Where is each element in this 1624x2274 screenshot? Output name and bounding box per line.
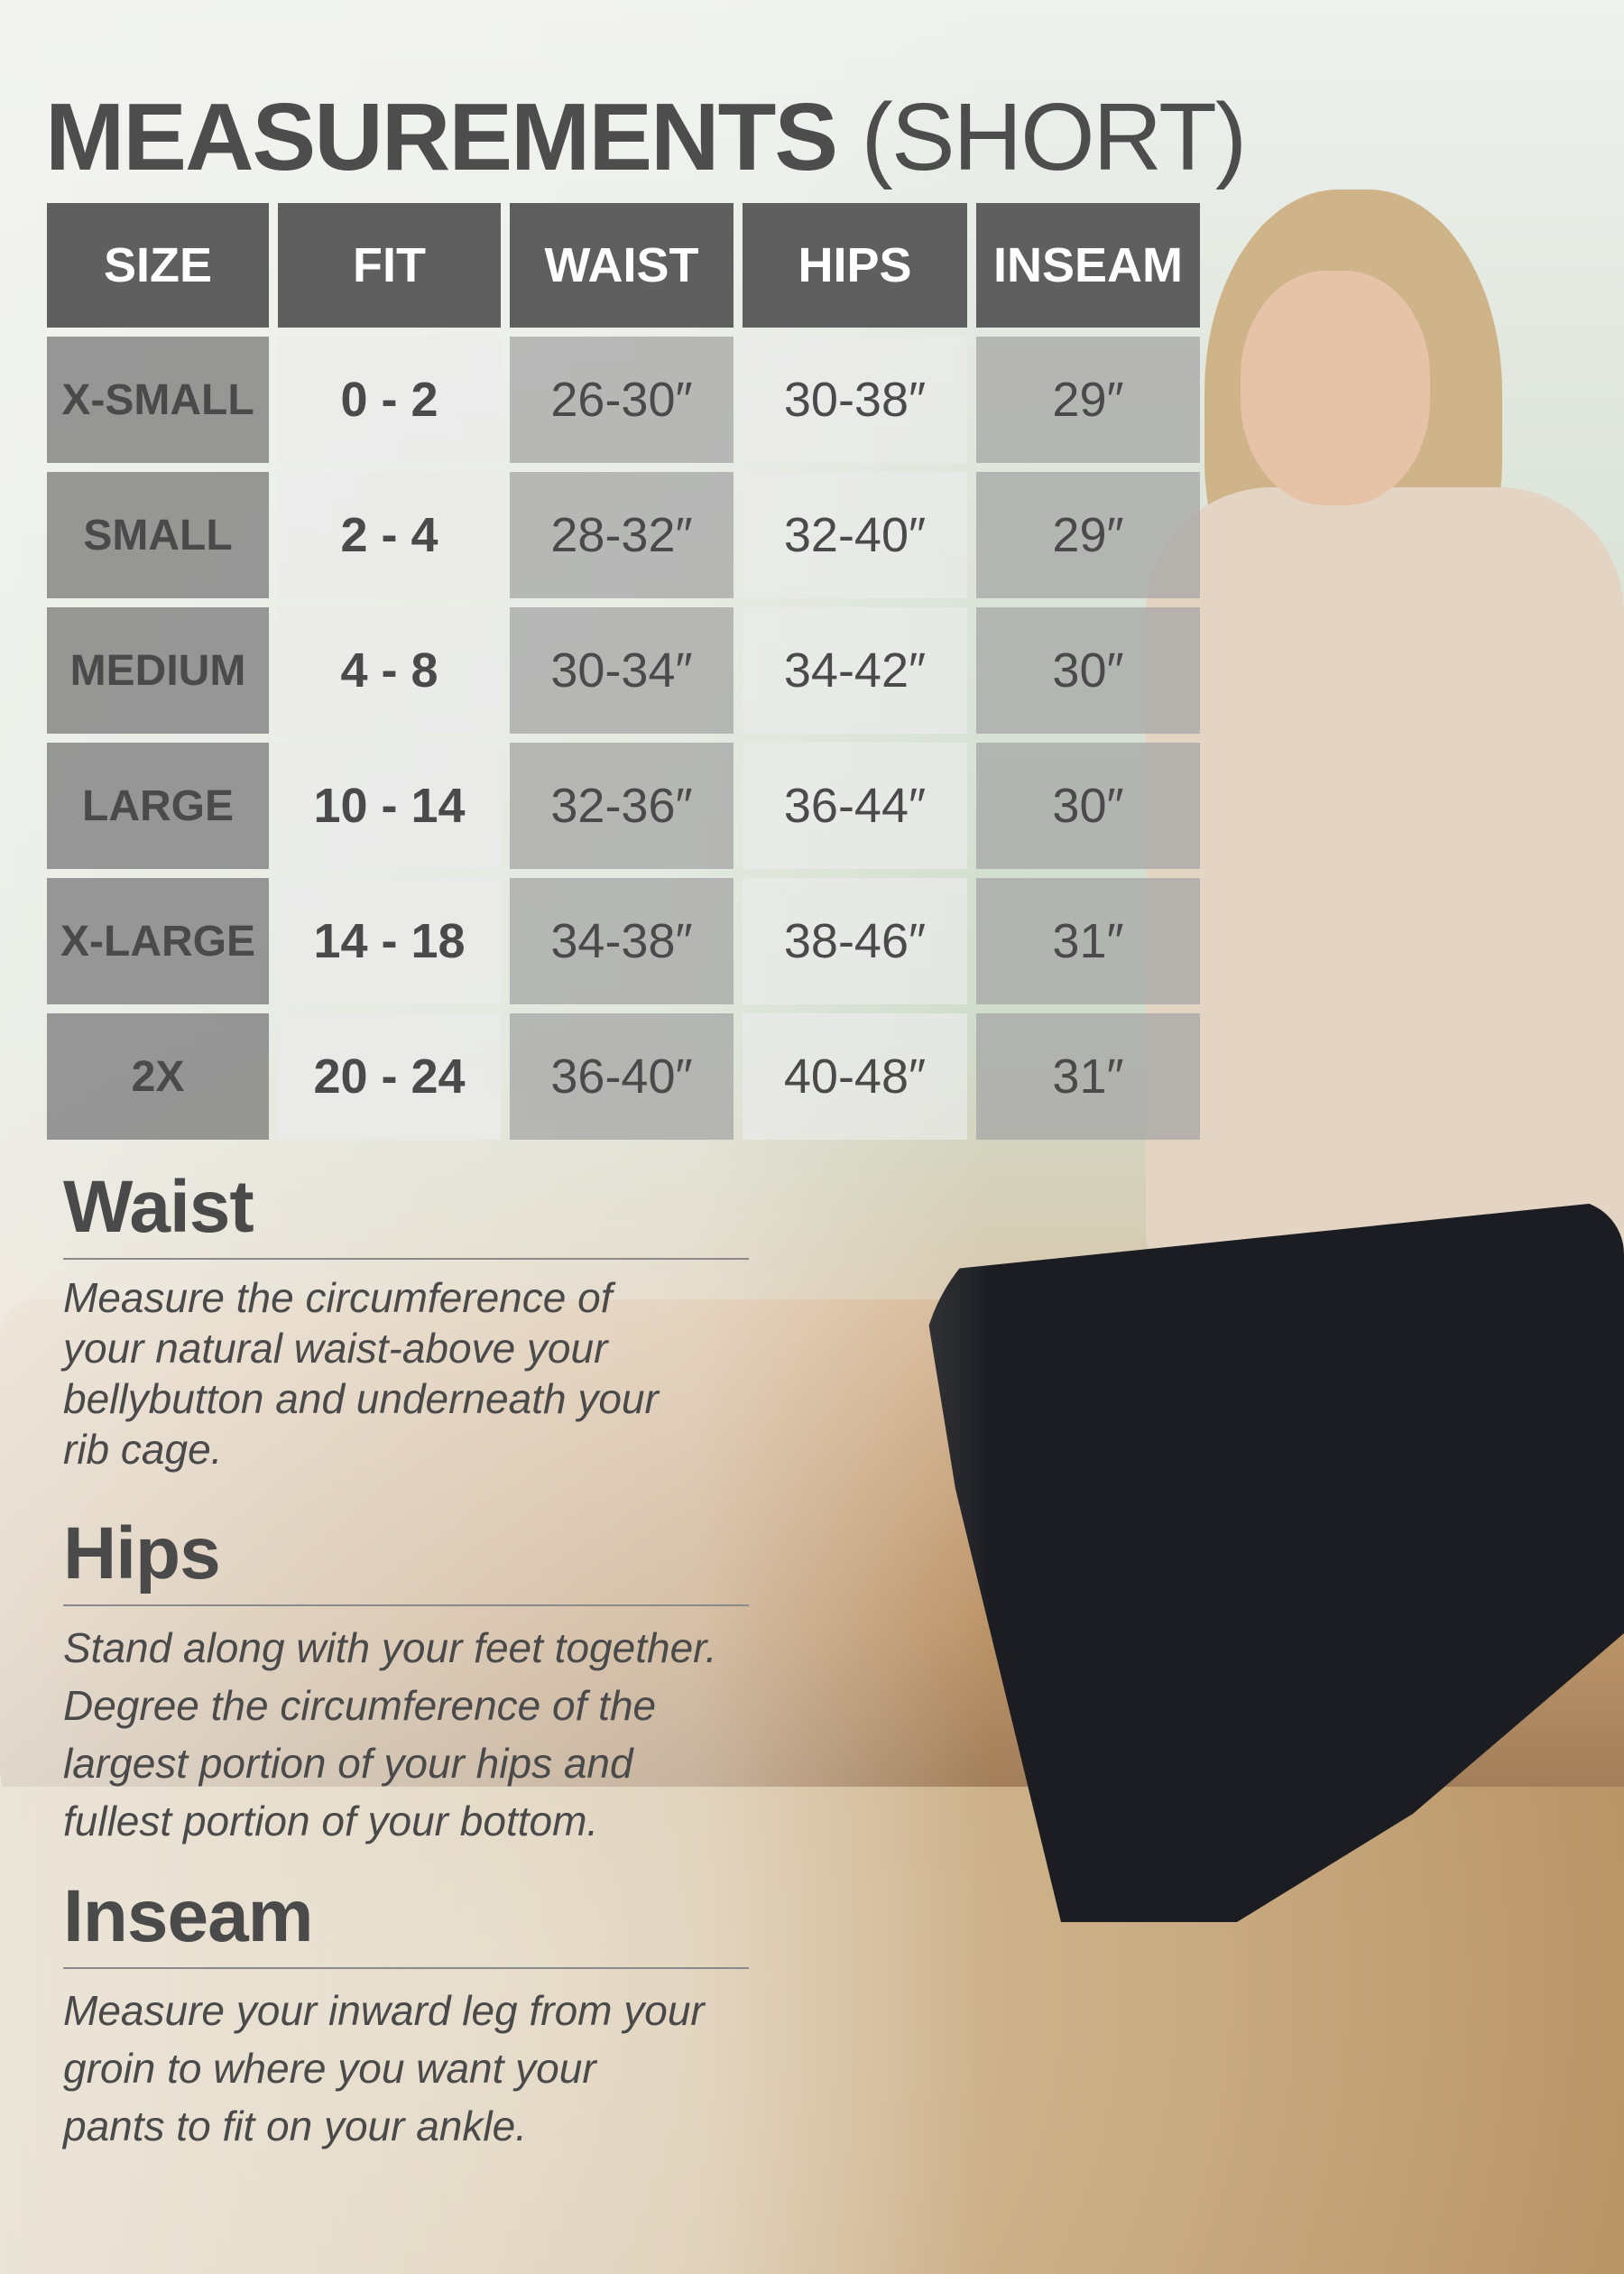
page-title: MEASUREMENTS (SHORT) xyxy=(45,83,1248,191)
text-line: Degree the circumference of the xyxy=(63,1682,657,1729)
cell-inseam: 29″ xyxy=(976,472,1200,598)
text-line: Stand along with your feet together. xyxy=(63,1624,717,1671)
cell-waist: 26-30″ xyxy=(510,337,734,463)
table-row: LARGE 10 - 14 32-36″ 36-44″ 30″ xyxy=(47,743,1202,869)
header-fit: FIT xyxy=(278,203,501,328)
table-row: MEDIUM 4 - 8 30-34″ 34-42″ 30″ xyxy=(47,607,1202,734)
cell-inseam: 31″ xyxy=(976,1013,1200,1140)
cell-waist: 28-32″ xyxy=(510,472,734,598)
inseam-section: Inseam Measure your inward leg from your… xyxy=(63,1873,749,2155)
section-heading: Hips xyxy=(63,1512,221,1595)
cell-fit: 14 - 18 xyxy=(278,878,501,1004)
cell-waist: 36-40″ xyxy=(510,1013,734,1140)
header-size: SIZE xyxy=(47,203,269,328)
cell-waist: 30-34″ xyxy=(510,607,734,734)
text-line: Measure the circumference of xyxy=(63,1274,613,1321)
text-line: bellybutton and underneath your xyxy=(63,1375,659,1422)
hips-section: Hips Stand along with your feet together… xyxy=(63,1511,749,1850)
cell-size: 2X xyxy=(47,1013,269,1140)
text-line: pants to fit on your ankle. xyxy=(63,2103,527,2149)
divider xyxy=(63,1604,749,1606)
cell-inseam: 30″ xyxy=(976,607,1200,734)
divider xyxy=(63,1258,749,1260)
header-waist: WAIST xyxy=(510,203,734,328)
text-line: Measure your inward leg from your xyxy=(63,1987,705,2034)
section-text: Stand along with your feet together. Degr… xyxy=(63,1619,749,1850)
table-row: X-LARGE 14 - 18 34-38″ 38-46″ 31″ xyxy=(47,878,1202,1004)
header-inseam: INSEAM xyxy=(976,203,1200,328)
title-sub: (SHORT) xyxy=(861,84,1248,190)
cell-hips: 36-44″ xyxy=(743,743,967,869)
section-heading: Waist xyxy=(63,1166,254,1248)
cell-waist: 32-36″ xyxy=(510,743,734,869)
cell-fit: 2 - 4 xyxy=(278,472,501,598)
cell-size: SMALL xyxy=(47,472,269,598)
text-line: your natural waist-above your xyxy=(63,1325,608,1372)
section-text: Measure your inward leg from your groin t… xyxy=(63,1982,749,2155)
cell-inseam: 29″ xyxy=(976,337,1200,463)
section-text: Measure the circumference of your natural… xyxy=(63,1272,749,1474)
table-row: SMALL 2 - 4 28-32″ 32-40″ 29″ xyxy=(47,472,1202,598)
cell-hips: 34-42″ xyxy=(743,607,967,734)
cell-fit: 20 - 24 xyxy=(278,1013,501,1140)
table-row: X-SMALL 0 - 2 26-30″ 30-38″ 29″ xyxy=(47,337,1202,463)
text-line: rib cage. xyxy=(63,1426,223,1473)
cell-size: X-LARGE xyxy=(47,878,269,1004)
cell-fit: 10 - 14 xyxy=(278,743,501,869)
model-face xyxy=(1241,271,1430,505)
cell-hips: 30-38″ xyxy=(743,337,967,463)
cell-waist: 34-38″ xyxy=(510,878,734,1004)
table-body: X-SMALL 0 - 2 26-30″ 30-38″ 29″ SMALL 2 - 4 28-… xyxy=(47,337,1202,1140)
waist-section: Waist Measure the circumference of your n… xyxy=(63,1164,749,1474)
text-line: largest portion of your hips and xyxy=(63,1740,633,1787)
cell-size: LARGE xyxy=(47,743,269,869)
cell-size: X-SMALL xyxy=(47,337,269,463)
table-row: 2X 20 - 24 36-40″ 40-48″ 31″ xyxy=(47,1013,1202,1140)
cell-fit: 4 - 8 xyxy=(278,607,501,734)
cell-inseam: 31″ xyxy=(976,878,1200,1004)
cell-size: MEDIUM xyxy=(47,607,269,734)
table-header-row: SIZE FIT WAIST HIPS INSEAM xyxy=(47,203,1202,328)
measuring-guide: Waist Measure the circumference of your n… xyxy=(63,1164,749,2155)
model-blazer xyxy=(1146,487,1624,1272)
header-hips: HIPS xyxy=(743,203,967,328)
section-heading: Inseam xyxy=(63,1875,314,1957)
cell-fit: 0 - 2 xyxy=(278,337,501,463)
cell-hips: 40-48″ xyxy=(743,1013,967,1140)
title-main: MEASUREMENTS xyxy=(45,84,838,190)
cell-inseam: 30″ xyxy=(976,743,1200,869)
text-line: groin to where you want your xyxy=(63,2045,596,2092)
cell-hips: 38-46″ xyxy=(743,878,967,1004)
divider xyxy=(63,1967,749,1969)
text-line: fullest portion of your bottom. xyxy=(63,1798,599,1844)
cell-hips: 32-40″ xyxy=(743,472,967,598)
